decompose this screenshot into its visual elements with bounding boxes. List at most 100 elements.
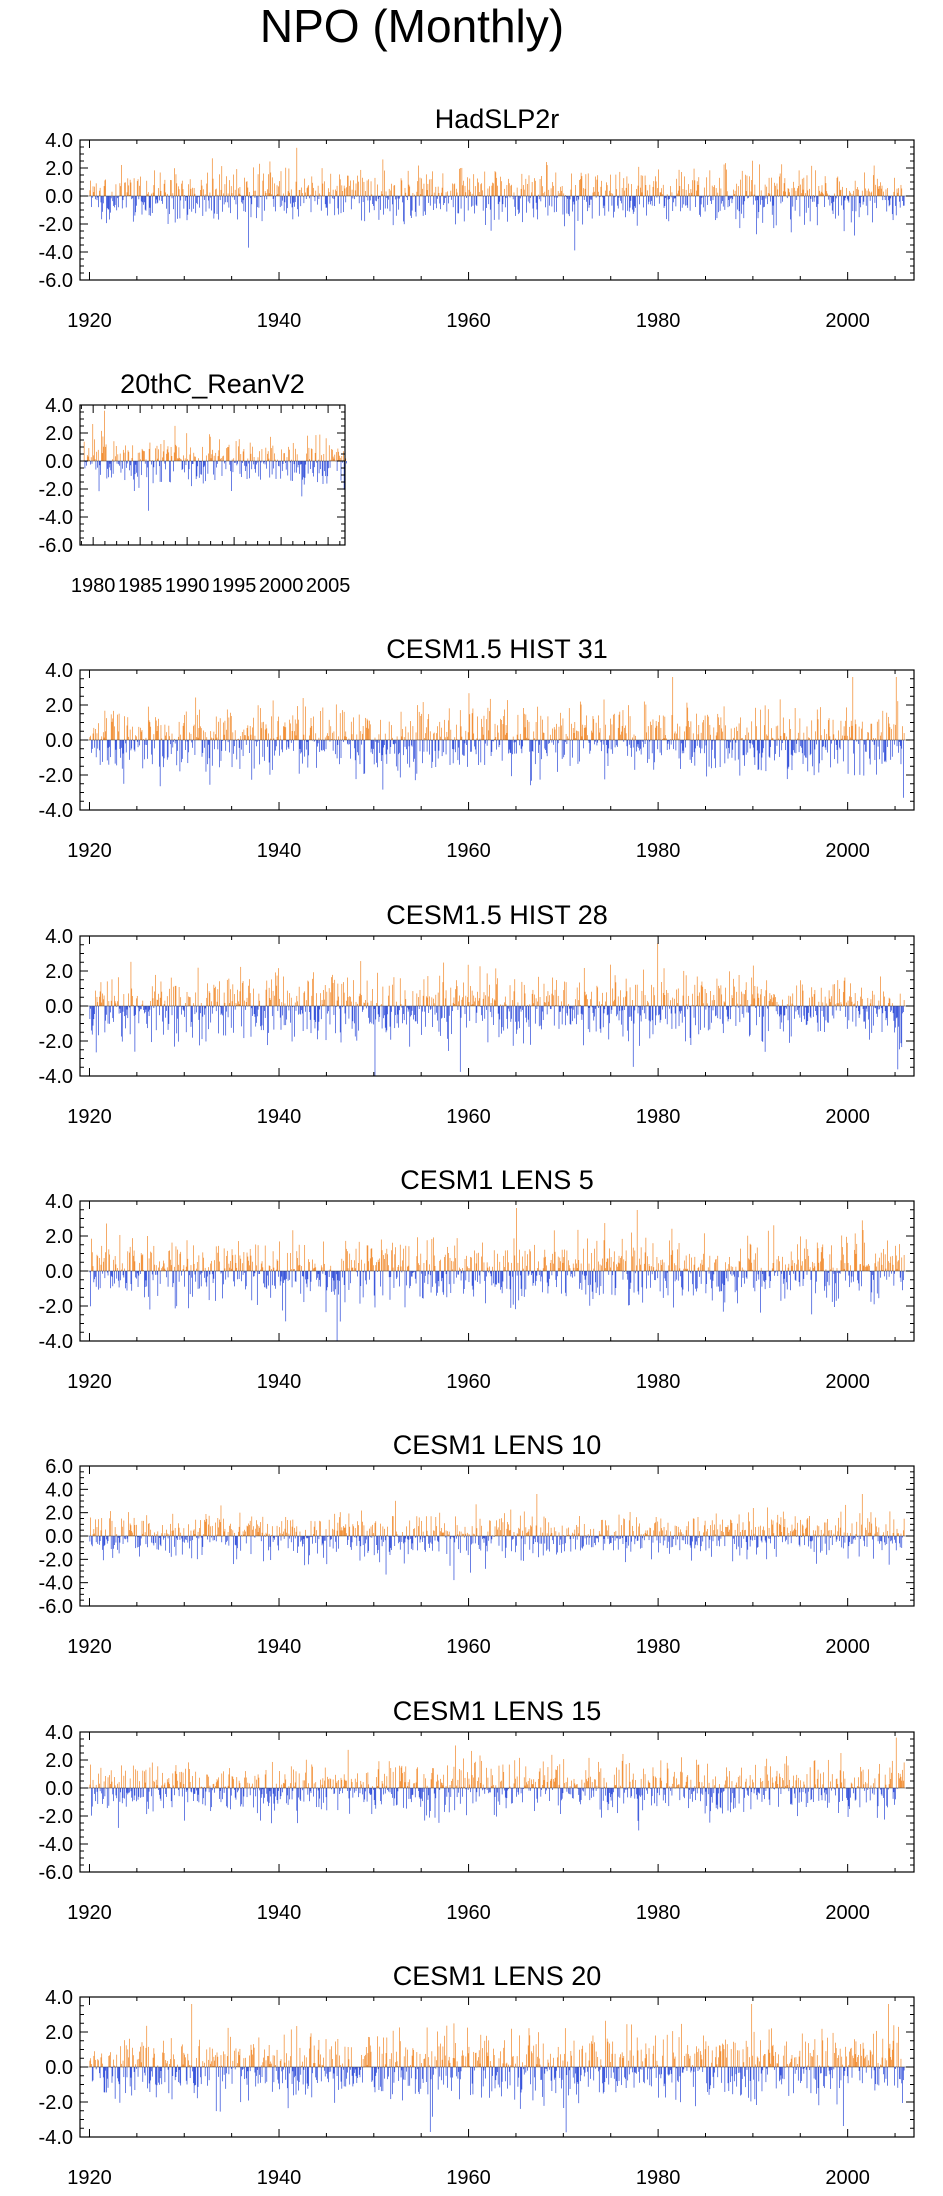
bar-negative	[443, 740, 445, 753]
bar-negative	[453, 1271, 455, 1284]
bar-positive	[453, 184, 455, 196]
bar-positive	[347, 997, 349, 1006]
bar-negative	[201, 461, 202, 475]
bar-negative	[173, 1271, 174, 1284]
bar-negative	[824, 1271, 825, 1291]
bar-positive	[253, 167, 254, 196]
bar-positive	[842, 1254, 844, 1271]
bar-positive	[164, 724, 166, 740]
y-tick-label: 0.0	[45, 451, 73, 473]
bar-negative	[849, 1271, 850, 1288]
bar-positive	[200, 189, 201, 196]
bar-negative	[478, 1271, 480, 1276]
bar-negative	[146, 1271, 148, 1287]
bar-negative	[569, 1006, 571, 1024]
bar-positive	[800, 1236, 801, 1271]
bar-negative	[212, 1271, 214, 1283]
bar-positive	[471, 713, 473, 740]
bar-negative	[394, 740, 396, 754]
bar-negative	[515, 1271, 516, 1310]
bar-positive	[328, 445, 330, 461]
bar-negative	[662, 1006, 663, 1010]
bar-positive	[214, 1260, 215, 1271]
bar-positive	[597, 987, 599, 1006]
bar-negative	[893, 1271, 895, 1286]
bar-negative	[238, 740, 240, 748]
bar-negative	[233, 740, 234, 754]
bar-negative	[281, 196, 283, 206]
bar-negative	[565, 196, 567, 198]
bar-positive	[291, 459, 293, 461]
bar-negative	[550, 1006, 552, 1010]
bar-negative	[422, 1271, 423, 1299]
bar-positive	[178, 189, 180, 196]
bar-positive	[784, 178, 786, 196]
bar-negative	[345, 196, 347, 203]
bar-positive	[255, 190, 257, 196]
bar-negative	[526, 196, 527, 213]
bar-positive	[664, 716, 666, 740]
bar-negative	[879, 1006, 880, 1010]
bar-negative	[814, 196, 816, 198]
bar-positive	[778, 1255, 779, 1271]
bar-negative	[728, 1006, 730, 1020]
bar-positive	[294, 1002, 296, 1006]
bar-positive	[540, 715, 542, 740]
bar-negative	[375, 740, 377, 742]
bar-negative	[645, 1006, 647, 1019]
y-tick-label: -2.0	[39, 765, 73, 787]
bar-negative	[109, 461, 111, 464]
bar-positive	[424, 737, 426, 740]
bar-positive	[554, 1251, 556, 1271]
bar-positive	[818, 1001, 820, 1006]
bar-negative	[799, 196, 801, 217]
bar-positive	[844, 735, 846, 740]
bar-negative	[399, 196, 400, 199]
bar-negative	[148, 461, 149, 511]
y-tick-label: -4.0	[39, 800, 73, 822]
bar-negative	[281, 740, 283, 750]
bar-positive	[787, 188, 789, 196]
bar-positive	[215, 188, 217, 196]
bar-negative	[831, 1006, 833, 1016]
bar-negative	[458, 196, 460, 214]
bar-positive	[97, 1256, 99, 1271]
bar-positive	[365, 191, 366, 196]
bar-negative	[144, 196, 145, 203]
bar-negative	[595, 1271, 597, 1293]
bar-negative	[254, 1271, 256, 1274]
bar-positive	[255, 1244, 257, 1271]
bar-negative	[726, 740, 727, 749]
bar-positive	[240, 454, 242, 461]
bar-negative	[726, 1271, 727, 1279]
bar-positive	[295, 181, 297, 196]
bar-positive	[243, 1252, 245, 1271]
bar-negative	[294, 1271, 296, 1282]
bar-negative	[600, 1271, 602, 1287]
bar-negative	[107, 1536, 109, 1542]
bar-negative	[278, 461, 279, 466]
bar-negative	[498, 740, 500, 748]
bar-positive	[159, 1261, 160, 1271]
bar-positive	[418, 165, 419, 196]
bar-negative	[291, 1006, 293, 1042]
bar-negative	[280, 461, 282, 479]
bar-negative	[129, 1006, 131, 1035]
bar-positive	[726, 1268, 728, 1271]
bar-negative	[241, 196, 242, 203]
bar-negative	[835, 1271, 836, 1284]
bar-positive	[760, 1267, 762, 1271]
bar-positive	[593, 187, 595, 196]
bar-positive	[347, 1268, 349, 1271]
bar-negative	[364, 196, 366, 222]
bar-positive	[861, 721, 863, 740]
bar-negative	[248, 196, 249, 248]
bar-negative	[104, 1536, 106, 1545]
bar-positive	[664, 995, 666, 1006]
bar-negative	[97, 740, 99, 749]
bar-positive	[249, 1248, 251, 1271]
bar-negative	[648, 196, 650, 202]
bar-positive	[147, 192, 149, 196]
bar-negative	[579, 1271, 580, 1289]
bar-negative	[235, 196, 237, 205]
